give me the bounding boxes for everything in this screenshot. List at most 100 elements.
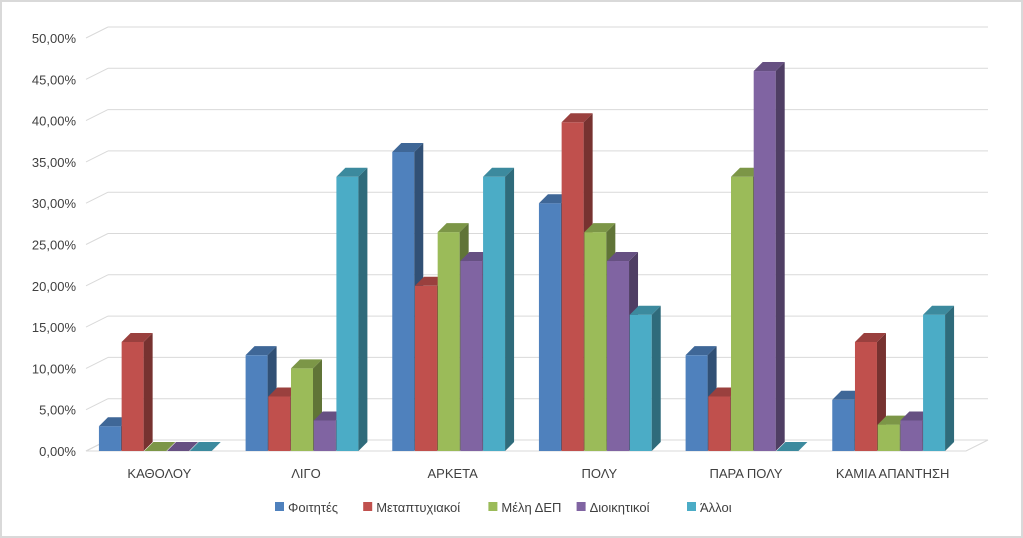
gridline-side xyxy=(85,191,109,204)
bar xyxy=(629,305,661,451)
legend-swatch xyxy=(488,502,498,511)
bar-top xyxy=(336,167,368,177)
bar-top xyxy=(144,442,176,451)
bar-front xyxy=(245,355,268,451)
bar-top xyxy=(607,252,639,262)
gridline-side xyxy=(85,356,109,369)
x-category-label: ΛΙΓΟ xyxy=(291,466,321,481)
y-tick-label: 15,00% xyxy=(32,320,77,335)
y-tick-label: 40,00% xyxy=(32,114,77,129)
bar-top xyxy=(923,305,955,315)
bar-top xyxy=(561,113,593,123)
gridline-side xyxy=(85,109,109,122)
gridline-side xyxy=(85,150,109,163)
bar-front xyxy=(832,399,855,451)
bar-front xyxy=(854,341,877,451)
bar-front xyxy=(336,176,359,451)
bar-front xyxy=(268,396,291,451)
bar-top xyxy=(483,167,515,177)
y-tick-label: 30,00% xyxy=(32,196,77,211)
bar-top xyxy=(854,332,886,342)
bar-front xyxy=(561,122,584,451)
legend-swatch xyxy=(363,502,373,511)
x-category-label: ΚΑΜΙΑ ΑΠΑΝΤΗΣΗ xyxy=(836,466,950,481)
bar-top xyxy=(776,442,808,451)
bar-front xyxy=(437,232,460,451)
bar-front xyxy=(877,424,900,451)
bar-front xyxy=(414,285,437,451)
bar-top xyxy=(245,346,277,356)
x-category-label: ΠΑΡΑ ΠΟΛΥ xyxy=(710,466,783,481)
legend-swatch xyxy=(687,502,696,511)
bar-front xyxy=(98,426,121,451)
legend-swatch xyxy=(275,502,284,511)
gridline-side xyxy=(85,233,109,245)
bar-front xyxy=(685,355,708,451)
bar-front xyxy=(584,232,607,451)
bar xyxy=(167,442,199,451)
bar-side xyxy=(945,305,955,451)
gridline-side xyxy=(85,67,109,80)
bar-side xyxy=(775,62,785,451)
bar xyxy=(144,442,176,451)
bar-front xyxy=(313,420,336,451)
y-tick-label: 25,00% xyxy=(32,238,77,253)
bar-front xyxy=(121,341,144,451)
x-category-label: ΚΑΘΟΛΟΥ xyxy=(127,466,191,481)
bar-side xyxy=(143,332,153,451)
bar-front xyxy=(923,314,946,451)
bar-front xyxy=(538,203,561,451)
bar-top xyxy=(291,359,322,369)
bar-front xyxy=(460,261,483,451)
y-tick-label: 20,00% xyxy=(32,279,77,294)
bar xyxy=(121,332,153,451)
bar-front xyxy=(900,420,923,451)
bar-front xyxy=(731,176,753,451)
gridline-side xyxy=(85,398,109,411)
bar-side xyxy=(358,167,368,451)
gridline-side xyxy=(85,315,109,328)
y-tick-label: 10,00% xyxy=(32,361,77,376)
y-tick-label: 45,00% xyxy=(32,72,77,87)
bar xyxy=(336,167,368,451)
bars xyxy=(98,62,955,451)
bar-front xyxy=(392,151,415,451)
bar-top xyxy=(753,62,785,72)
legend: Φοιτητές Μεταπτυχιακοί Μέλη ΔΕΠ Διοικητικοί… xyxy=(275,500,732,515)
y-tick-label: 5,00% xyxy=(39,403,76,418)
x-category-label: ΑΡΚΕΤΑ xyxy=(427,466,478,481)
bar-front xyxy=(291,368,313,451)
legend-swatch xyxy=(576,502,586,511)
legend-label: Διοικητικοί xyxy=(590,500,650,515)
y-tick-label: 35,00% xyxy=(32,155,77,170)
bar xyxy=(483,167,515,451)
bar xyxy=(189,442,221,451)
gridline-side xyxy=(85,26,109,39)
bar-top xyxy=(121,332,153,342)
bar-front xyxy=(708,396,731,451)
bar-side xyxy=(651,305,661,451)
bar-top xyxy=(392,142,424,152)
bar-front xyxy=(483,176,506,451)
gridline-side xyxy=(85,274,109,287)
bar-front xyxy=(607,261,630,451)
legend-label: Μεταπτυχιακοί xyxy=(376,500,460,515)
y-tick-label: 50,00% xyxy=(32,31,77,46)
bar-top xyxy=(189,442,221,451)
bar-front xyxy=(753,71,776,451)
legend-label: Φοιτητές xyxy=(288,500,338,515)
gridlines xyxy=(85,26,989,452)
bar-top xyxy=(584,223,616,233)
bar-top xyxy=(685,346,717,356)
bar-top xyxy=(437,223,469,233)
bar xyxy=(776,442,808,451)
bar xyxy=(753,62,785,451)
bar-front xyxy=(629,314,652,451)
y-axis: 0,00% 5,00% 10,00% 15,00% 20,00% 25,00% 30,00%… xyxy=(32,31,77,459)
legend-label: Άλλοι xyxy=(700,500,732,515)
bar-top xyxy=(629,305,661,315)
bar-top xyxy=(167,442,199,451)
bar xyxy=(923,305,955,451)
